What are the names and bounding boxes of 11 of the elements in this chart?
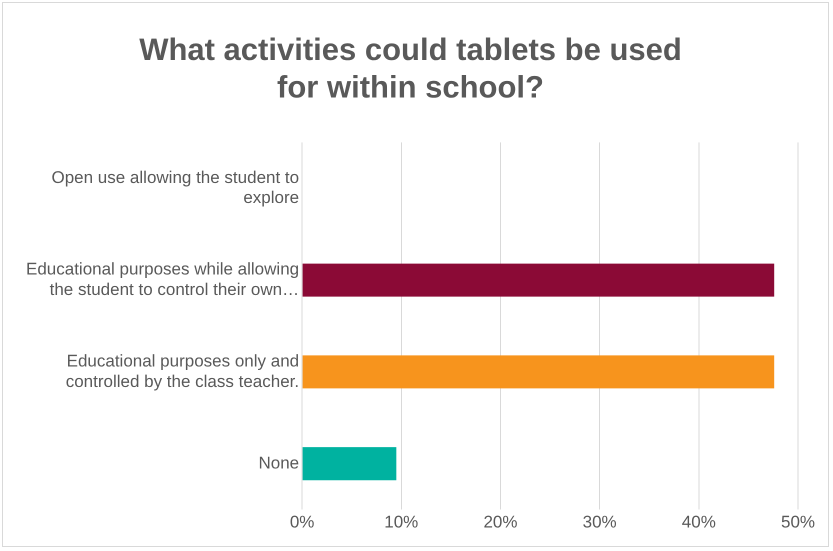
x-tick-label: 10% — [384, 512, 418, 532]
y-tick-label: Open use allowing the student to explore — [51, 168, 300, 208]
chart-title: What activities could tablets be used for within school? — [139, 32, 682, 104]
x-tick-label: 30% — [582, 512, 617, 532]
y-tick-label: Educational purposes only and controlled by the class teacher. — [66, 351, 300, 391]
x-tick-label: 20% — [483, 512, 518, 532]
x-tick-label: 40% — [682, 512, 716, 532]
y-tick-label: None — [258, 453, 300, 472]
x-tick-label: 50% — [780, 512, 816, 532]
y-tick-label: Educational purposes while allowing the student to control their own… — [26, 260, 300, 299]
x-tick-label: 0% — [290, 512, 314, 532]
